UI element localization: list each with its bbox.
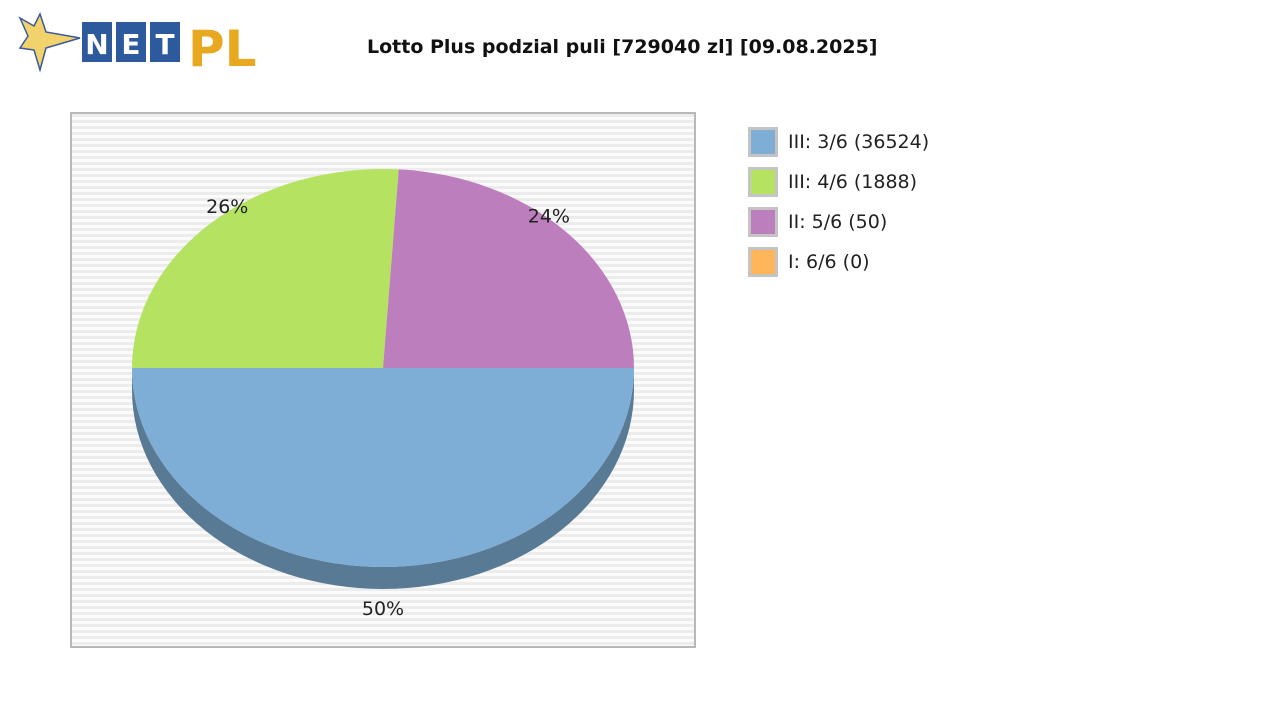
legend-item: III: 3/6 (36524) [748,122,929,162]
slice-label-1: 26% [206,196,248,218]
plot-area: 50% 26% 24% [70,112,696,648]
svg-text:PL: PL [188,20,257,74]
legend-swatch [748,207,778,237]
legend-label: II: 5/6 (50) [788,211,888,233]
netpl-logo: N E T PL [18,8,268,78]
legend-item: III: 4/6 (1888) [748,162,929,202]
pie-slice-2 [383,169,634,368]
svg-text:T: T [155,28,174,61]
legend-swatch [748,127,778,157]
legend-item: I: 6/6 (0) [748,242,929,282]
slice-label-2: 24% [528,206,570,228]
legend-label: III: 3/6 (36524) [788,131,930,153]
svg-text:N: N [85,28,108,61]
chart-title: Lotto Plus podzial puli [729040 zl] [09.… [367,36,878,58]
slice-label-0: 50% [362,598,404,620]
legend-label: I: 6/6 (0) [788,251,870,273]
legend-label: III: 4/6 (1888) [788,171,918,193]
legend-swatch [748,247,778,277]
pie-chart: 50% 26% 24% [132,169,634,620]
svg-text:E: E [121,28,140,61]
legend: III: 3/6 (36524) III: 4/6 (1888) II: 5/6 (… [748,122,929,282]
pie-slice-1 [132,169,399,368]
legend-item: II: 5/6 (50) [748,202,929,242]
pie-slice-0 [132,368,634,567]
legend-swatch [748,167,778,197]
